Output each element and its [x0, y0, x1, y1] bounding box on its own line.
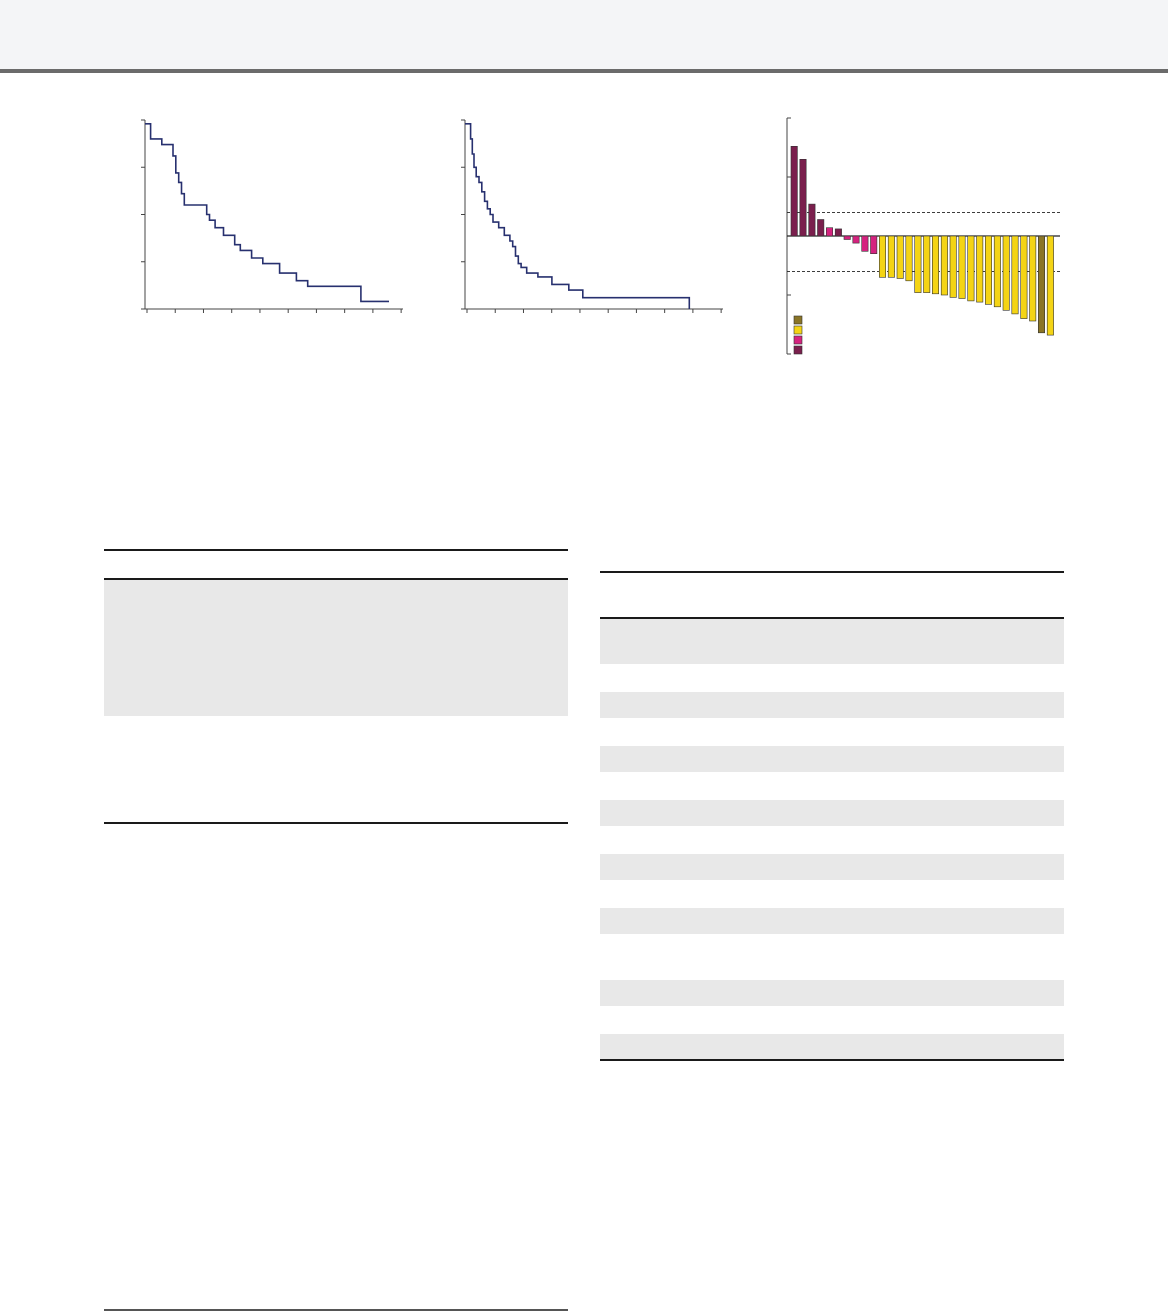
- table-row: [600, 908, 1064, 934]
- table-row: [600, 980, 1064, 1006]
- waterfall-bar: [843, 235, 851, 240]
- waterfall-bar: [949, 235, 957, 298]
- legend-swatch: [793, 345, 803, 355]
- table-right-top-rule: [600, 571, 1064, 573]
- waterfall-bar: [834, 228, 842, 237]
- waterfall-bar: [993, 235, 1001, 308]
- waterfall-bar: [1037, 235, 1045, 334]
- waterfall-bar: [1020, 235, 1028, 319]
- waterfall-bar: [817, 219, 825, 237]
- waterfall-bar: [985, 235, 993, 305]
- waterfall-bar: [914, 235, 922, 293]
- table-right-bottom-rule: [600, 1059, 1064, 1061]
- waterfall-bar: [852, 235, 860, 244]
- table-left-top-rule: [104, 549, 568, 551]
- km-curve-chart-1: [141, 119, 403, 313]
- waterfall-chart: [786, 117, 1060, 355]
- legend-swatch: [793, 315, 803, 325]
- waterfall-bar: [1046, 235, 1054, 336]
- km-curve-line: [145, 123, 389, 303]
- table-row: [600, 746, 1064, 772]
- table-row: [600, 692, 1064, 718]
- waterfall-bar: [1011, 235, 1019, 315]
- table-left-shaded-row: [104, 580, 568, 716]
- legend-swatch: [793, 335, 803, 345]
- km-curve-chart-2: [461, 119, 723, 313]
- waterfall-bar: [861, 235, 869, 252]
- page-header-bar: [0, 0, 1168, 73]
- waterfall-bar: [1029, 235, 1037, 322]
- table-row: [600, 1034, 1064, 1060]
- legend-swatch: [793, 325, 803, 335]
- waterfall-bar: [940, 235, 948, 296]
- waterfall-bar: [905, 235, 913, 282]
- table-left-header-rule: [104, 578, 568, 580]
- table-row: [600, 619, 1064, 664]
- table-row: [600, 854, 1064, 880]
- waterfall-bar: [790, 145, 798, 237]
- table-right-header-rule: [600, 617, 1064, 619]
- waterfall-bar: [976, 235, 984, 303]
- waterfall-bar: [896, 235, 904, 279]
- waterfall-bar: [808, 203, 816, 237]
- waterfall-bar: [879, 235, 887, 278]
- table-left-bottom-rule: [104, 1309, 568, 1311]
- table-left-section-rule: [104, 822, 568, 824]
- waterfall-bar: [799, 158, 807, 237]
- waterfall-bar: [958, 235, 966, 299]
- table-row: [600, 800, 1064, 826]
- waterfall-bar: [967, 235, 975, 302]
- waterfall-bar: [870, 235, 878, 255]
- waterfall-bar: [1002, 235, 1010, 311]
- km-curve-line: [465, 123, 691, 309]
- waterfall-bar: [923, 235, 931, 293]
- waterfall-bar: [932, 235, 940, 295]
- waterfall-bar: [825, 227, 833, 237]
- waterfall-bar: [887, 235, 895, 278]
